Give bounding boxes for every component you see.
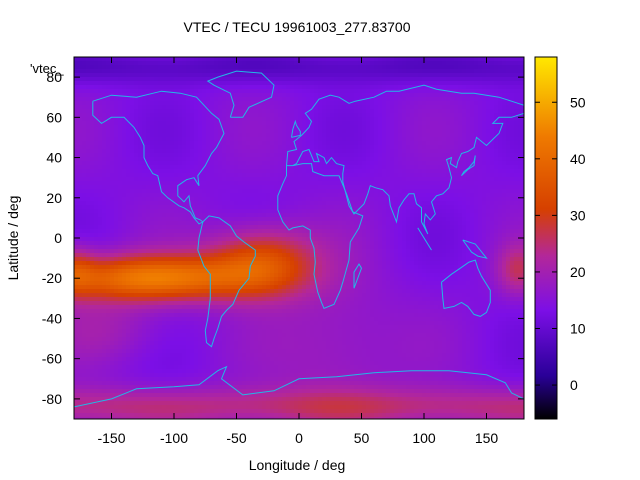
y-tick-label: 0: [54, 230, 62, 246]
x-tick-label: -100: [160, 430, 188, 446]
chart-title: VTEC / TECU 19961003_277.83700: [183, 19, 410, 35]
x-tick-label: 50: [354, 430, 370, 446]
colorbar-tick-label: 30: [570, 207, 586, 223]
x-axis-label: Longitude / deg: [249, 457, 346, 473]
coastline-segment: [441, 259, 491, 317]
heatmap-cells: [74, 57, 524, 419]
x-tick-label: 0: [295, 430, 303, 446]
coastline-segment: [462, 239, 488, 259]
y-tick-label: 20: [46, 190, 62, 206]
colorbar-tick-label: 10: [570, 321, 586, 337]
x-tick-label: -150: [97, 430, 125, 446]
coastline-segment: [291, 119, 301, 138]
y-tick-label: 60: [46, 109, 62, 125]
coastline-segment: [92, 90, 225, 225]
colorbar-tick-label: 40: [570, 151, 586, 167]
coastline-segment: [461, 155, 476, 177]
coastline-segment: [292, 112, 524, 235]
y-tick-label: 80: [46, 69, 62, 85]
x-tick-label: 100: [412, 430, 436, 446]
colorbar-tick-label: 0: [570, 377, 578, 393]
legend-key-label: 'vtec_: [30, 61, 64, 76]
y-tick-label: -60: [42, 351, 62, 367]
coastline-segment: [286, 84, 524, 166]
colorbar-tick-label: 50: [570, 94, 586, 110]
y-tick-label: -20: [42, 270, 62, 286]
y-tick-label: -80: [42, 391, 62, 407]
y-axis-ticks: -80 -60 -40 -20 0 20 40 60 80: [42, 69, 524, 407]
colorbar-tick-label: 20: [570, 264, 586, 280]
x-tick-label: -50: [226, 430, 246, 446]
coastline-segment: [197, 215, 256, 348]
coastline-segment: [74, 365, 524, 408]
x-tick-label: 150: [475, 430, 499, 446]
x-axis-ticks: -150 -100 -50 0 50 100 150: [97, 57, 498, 446]
colorbar: [534, 56, 558, 420]
coastline-segment: [417, 227, 432, 251]
coastline-segment: [353, 263, 363, 289]
coastlines: [74, 70, 524, 408]
y-tick-label: 40: [46, 150, 62, 166]
coastline-segment: [206, 70, 275, 118]
y-tick-label: -40: [42, 310, 62, 326]
colorbar-ticks: 0 10 20 30 40 50: [535, 94, 586, 393]
y-axis-label: Latitude / deg: [5, 196, 21, 281]
coastline-segment: [277, 163, 364, 310]
